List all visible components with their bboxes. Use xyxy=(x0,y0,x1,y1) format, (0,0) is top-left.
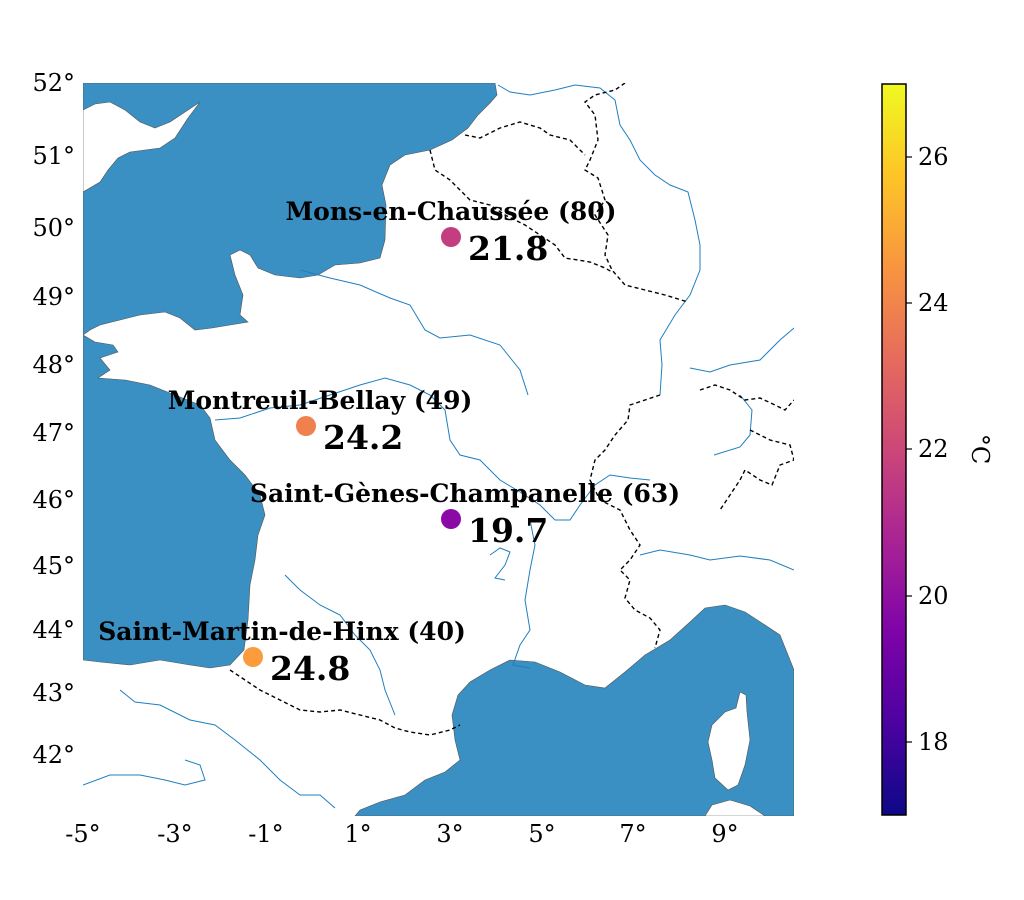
spain-border xyxy=(229,669,461,736)
loire-river xyxy=(214,377,651,521)
sea xyxy=(83,83,794,816)
rhone-river xyxy=(512,519,536,669)
station-value: 24.2 xyxy=(323,418,403,457)
map-area xyxy=(83,83,794,816)
station-marker[interactable] xyxy=(441,509,461,529)
station-marker[interactable] xyxy=(441,227,461,247)
colorbar-unit-label: °C xyxy=(966,434,994,464)
belgium-nl-border xyxy=(464,121,586,156)
lat-tick: 42° xyxy=(32,741,75,769)
doubs-river xyxy=(713,394,753,456)
sardinia xyxy=(704,799,766,816)
station-name: Montreuil-Bellay (49) xyxy=(168,386,473,415)
swiss-border-north xyxy=(699,384,794,411)
lon-tick: -1° xyxy=(248,820,283,848)
lat-tick: 52° xyxy=(32,69,75,97)
lat-tick: 51° xyxy=(32,142,75,170)
lon-tick: 5° xyxy=(528,820,555,848)
garonne-river xyxy=(119,689,336,809)
corsica xyxy=(707,691,751,791)
swiss-border-east xyxy=(719,429,794,511)
lat-tick: 46° xyxy=(32,486,75,514)
station-name: Saint-Gènes-Champanelle (63) xyxy=(250,479,680,508)
lon-tick: 7° xyxy=(619,820,646,848)
colorbar-tick-label: 22 xyxy=(918,435,949,463)
station-saint-genes-champanelle[interactable]: Saint-Gènes-Champanelle (63) 19.7 xyxy=(250,479,680,550)
lon-tick: 3° xyxy=(436,820,463,848)
seine-river xyxy=(299,269,529,396)
lat-tick: 49° xyxy=(32,283,75,311)
lon-tick: -3° xyxy=(157,820,192,848)
station-name: Mons-en-Chaussée (80) xyxy=(286,197,617,226)
lat-tick: 48° xyxy=(32,351,75,379)
alpine-river xyxy=(639,549,794,571)
lat-tick: 44° xyxy=(32,616,75,644)
colorbar-tick-label: 26 xyxy=(918,143,949,171)
station-value: 24.8 xyxy=(270,649,350,688)
borders xyxy=(229,83,794,736)
colorbar-tick-label: 24 xyxy=(918,289,949,317)
colorbar: 26 24 22 20 18 °C xyxy=(881,83,994,816)
mediterranean-sea xyxy=(354,604,794,816)
colorbar-tick-label: 18 xyxy=(918,728,949,756)
station-marker[interactable] xyxy=(296,416,316,436)
lon-axis: -5° -3° -1° 1° 3° 5° 7° 9° xyxy=(65,820,738,848)
station-marker[interactable] xyxy=(243,647,263,667)
atlantic-sea xyxy=(83,334,266,669)
colorbar-tick-label: 20 xyxy=(918,582,949,610)
lat-tick: 47° xyxy=(32,419,75,447)
lat-tick: 45° xyxy=(32,552,75,580)
lat-tick: 50° xyxy=(32,214,75,242)
lon-tick: -5° xyxy=(65,820,100,848)
belgium-border xyxy=(583,83,689,303)
lon-tick: 9° xyxy=(711,820,738,848)
rivers xyxy=(83,84,794,809)
station-value: 19.7 xyxy=(468,511,548,550)
dordogne-river xyxy=(284,574,396,716)
station-mons-en-chaussee[interactable]: Mons-en-Chaussée (80) 21.8 xyxy=(286,197,617,268)
station-value: 21.8 xyxy=(468,229,548,268)
colorbar-gradient xyxy=(881,83,907,816)
lat-axis: 52° 51° 50° 49° 48° 47° 46° 45° 44° 43° … xyxy=(32,69,75,769)
station-name: Saint-Martin-de-Hinx (40) xyxy=(98,617,466,646)
rhine-river xyxy=(689,327,794,373)
alps-border xyxy=(589,394,661,649)
lat-tick: 43° xyxy=(32,679,75,707)
colorbar-ticks: 26 24 22 20 18 xyxy=(906,143,949,756)
meuse-moselle-river xyxy=(497,84,701,396)
pyrenees-river xyxy=(83,759,206,786)
channel-sea xyxy=(83,83,498,336)
allier-river xyxy=(489,547,511,581)
station-saint-martin-de-hinx[interactable]: Saint-Martin-de-Hinx (40) 24.8 xyxy=(98,617,466,688)
britain-south-coast xyxy=(83,101,201,193)
station-montreuil-bellay[interactable]: Montreuil-Bellay (49) 24.2 xyxy=(168,386,473,457)
lon-tick: 1° xyxy=(344,820,371,848)
stations: Mons-en-Chaussée (80) 21.8 Montreuil-Bel… xyxy=(98,197,680,688)
